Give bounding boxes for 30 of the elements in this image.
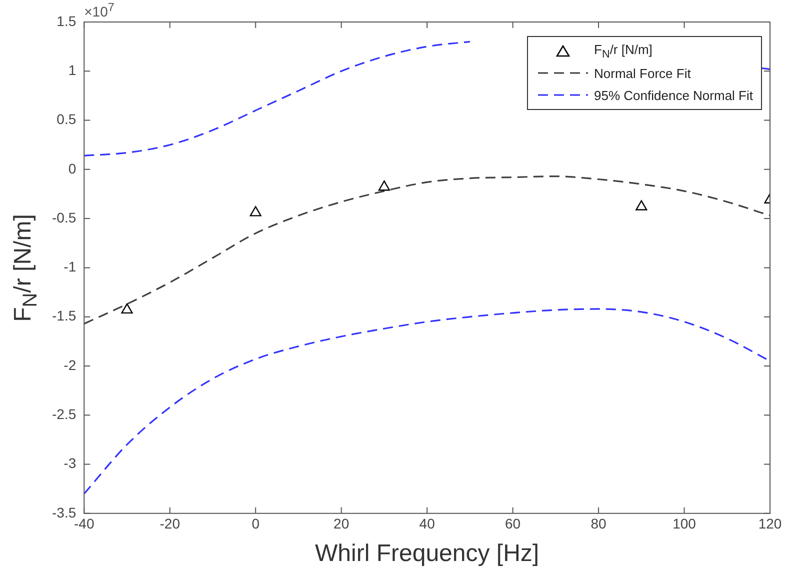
- x-tick-label: 80: [590, 516, 607, 532]
- text: ×10$^{7}$: [84, 1, 114, 20]
- x-tick-label: 60: [505, 516, 521, 532]
- point: [250, 206, 262, 216]
- y-tick-label: -3.5: [52, 504, 76, 520]
- x-tick-label: 20: [334, 516, 350, 532]
- point: [378, 180, 390, 191]
- y-tick-label: 0.5: [56, 111, 76, 128]
- x-tick-label: 0: [252, 516, 260, 532]
- legend-label: Normal Force Fit: [594, 66, 691, 80]
- y-tick-label: -3: [64, 455, 76, 472]
- y-tick-label: -0.5: [52, 209, 76, 226]
- y-tick-label: -2: [64, 356, 76, 373]
- x-tick-label: 40: [419, 516, 436, 532]
- x-tick-label: -20: [160, 516, 180, 532]
- point: [636, 200, 648, 210]
- y-tick-label: -1: [64, 258, 76, 275]
- point: [121, 303, 133, 314]
- x-axis-title: Whirl Frequency [Hz]: [315, 540, 540, 568]
- y-tick-label: 1.5: [56, 12, 76, 29]
- y-tick-label: -2.5: [52, 406, 76, 422]
- legend-label: 95% Confidence Normal Fit: [594, 88, 753, 102]
- x-tick-label: 100: [672, 516, 696, 532]
- legend-label: F$_{N}$/r [N/m]: [594, 42, 652, 60]
- y-tick-label: 1: [68, 62, 76, 78]
- y-tick-label: -1.5: [52, 308, 76, 324]
- x-tick-label: 120: [758, 516, 782, 532]
- line-series: [84, 176, 770, 325]
- y-tick-label: 0: [68, 160, 76, 176]
- x-tick-label: -40: [74, 516, 94, 532]
